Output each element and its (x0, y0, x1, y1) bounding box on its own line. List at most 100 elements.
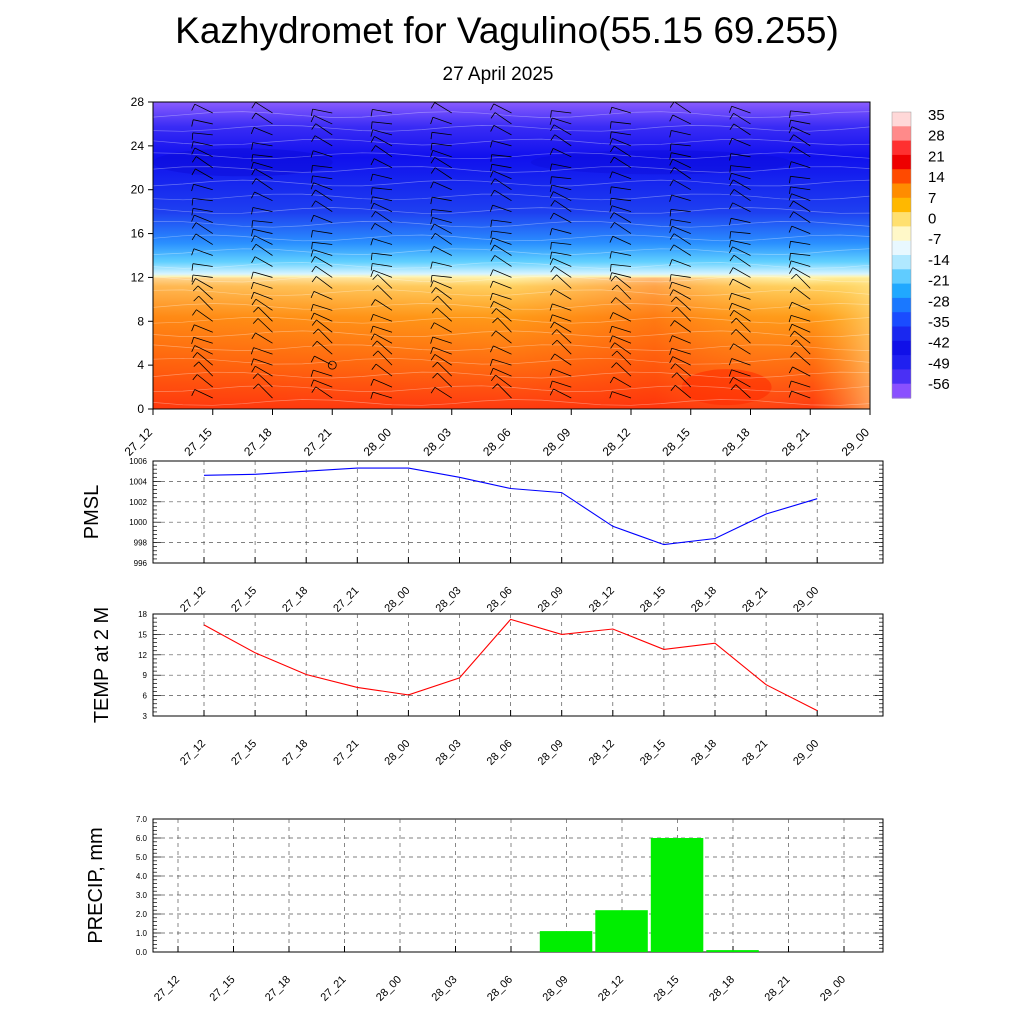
wind-barb (492, 237, 512, 245)
wind-barb (791, 301, 811, 311)
x-tick-label: 28_06 (485, 585, 515, 615)
wind-barb (551, 117, 572, 125)
x-tick-label: 28_03 (420, 425, 454, 459)
wind-barb (670, 274, 691, 278)
wind-barb (671, 259, 691, 267)
wind-barb (374, 299, 393, 311)
wind-barb-flag (670, 363, 676, 370)
x-tick-label: 28_06 (485, 974, 515, 1004)
wind-barb-flag (251, 102, 256, 109)
wind-barb-flag (728, 138, 733, 145)
colorbar-segment (892, 283, 911, 299)
wind-barb (493, 301, 512, 311)
wind-barb-flag (669, 356, 674, 364)
wind-barb (791, 323, 811, 333)
wind-barb-flag (549, 148, 554, 155)
wind-barb-flag (251, 365, 256, 373)
wind-barb (198, 361, 214, 377)
y-tick-label: 1000 (129, 518, 147, 527)
wind-barb-flag (729, 377, 734, 384)
wind-barb-flag (551, 329, 557, 335)
wind-barb (670, 209, 691, 213)
wind-barb-flag (430, 336, 434, 344)
wind-barb (491, 219, 512, 224)
wind-barb (614, 222, 632, 234)
wind-barb (257, 373, 273, 388)
wind-barb (670, 143, 691, 147)
wind-barb-flag (370, 109, 373, 117)
wind-barb-flag (313, 328, 319, 335)
wind-barb-flag (191, 104, 196, 111)
wind-barb (193, 248, 213, 256)
wind-barb-flag (550, 134, 556, 141)
wind-barb-flag (491, 308, 497, 314)
wind-barb (254, 256, 273, 267)
wind-barb (730, 231, 751, 234)
wind-barb-flag (789, 176, 791, 184)
wind-barb (611, 391, 632, 399)
wind-barb-flag (431, 307, 438, 314)
wind-barb (731, 292, 751, 300)
wind-barb (373, 202, 393, 213)
cross-section-panel: 0 4 8 12 16 20 24 28 27_12 27_15 27_18 27_21 28_00 28… (122, 95, 873, 459)
wind-barb (434, 223, 452, 234)
wind-barb (732, 267, 751, 278)
contour-line (152, 385, 871, 392)
y-tick-label: 1.0 (136, 929, 148, 938)
wind-barb (432, 261, 452, 267)
wind-barb (194, 214, 213, 223)
wind-barb (552, 368, 572, 377)
wind-barb (796, 273, 811, 289)
wind-barb (733, 112, 751, 125)
wind-barb-flag (430, 347, 434, 355)
panel-frame (152, 818, 884, 953)
colorbar-label: -7 (928, 231, 941, 248)
wind-barb (611, 197, 632, 202)
colorbar-segment (892, 312, 911, 328)
wind-barb-flag (789, 146, 794, 153)
wind-barb-flag (489, 280, 494, 288)
wind-barb (434, 167, 452, 180)
wind-barb (313, 150, 333, 158)
y-tick-label: 1006 (129, 457, 147, 466)
wind-barb (790, 315, 811, 322)
wind-barb (672, 225, 691, 234)
wind-barb (372, 121, 393, 125)
wind-barb-flag (789, 200, 794, 208)
colorbar-label: 21 (928, 148, 945, 165)
contour-line (152, 125, 871, 132)
wind-barb-flag (729, 202, 733, 210)
colorbar-segment (892, 355, 911, 370)
wind-barb-flag (790, 351, 796, 358)
wind-barb-flag (610, 264, 612, 272)
wind-barb (553, 388, 572, 399)
wind-barb (556, 339, 572, 355)
wind-barb-flag (430, 275, 433, 283)
wind-barb-flag (251, 298, 257, 306)
wind-barb-flag (609, 326, 613, 334)
x-tick-label: 28_03 (434, 585, 464, 615)
wind-barb (432, 116, 452, 125)
colorbar-segment (892, 255, 911, 270)
wind-barb-flag (311, 319, 317, 326)
x-tick-label: 27_15 (181, 425, 215, 459)
wind-barb (252, 207, 273, 213)
wind-barb-flag (550, 176, 552, 184)
wind-barb (257, 318, 273, 333)
wind-barb (312, 249, 333, 256)
wind-barb (492, 292, 512, 300)
wind-barb-flag (192, 374, 198, 381)
heatmap-cold-cell (152, 148, 333, 177)
wind-barb (432, 150, 452, 158)
wind-barb (313, 312, 333, 322)
wind-barb (493, 345, 512, 355)
wind-barb (375, 145, 393, 158)
wind-barb (556, 329, 572, 344)
colorbar-segment (892, 154, 911, 170)
wind-barb (735, 329, 751, 344)
x-tick-label: 27_18 (280, 585, 310, 615)
wind-barb-flag (609, 251, 612, 259)
y-axis-title: PRECIP, mm (85, 827, 107, 943)
wind-barb-flag (431, 287, 437, 294)
